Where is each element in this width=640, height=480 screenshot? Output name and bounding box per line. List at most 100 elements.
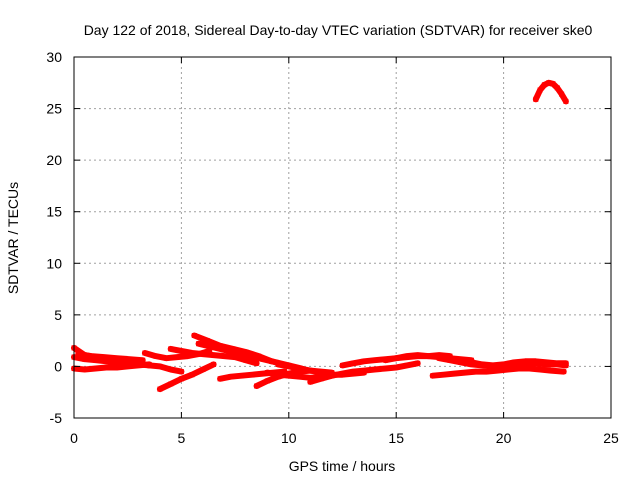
- data-point: [174, 354, 180, 360]
- data-point: [243, 357, 249, 363]
- data-point: [383, 357, 388, 363]
- data-point: [196, 341, 202, 347]
- data-point: [458, 356, 464, 362]
- data-point: [75, 351, 81, 357]
- data-point: [275, 361, 281, 367]
- data-point: [458, 359, 464, 365]
- data-point: [247, 353, 253, 359]
- data-point: [142, 350, 148, 356]
- data-point: [563, 98, 569, 104]
- data-point: [260, 356, 266, 362]
- data-point: [254, 383, 260, 389]
- data-point: [103, 358, 109, 364]
- data-point: [82, 367, 88, 372]
- data-point: [211, 361, 217, 367]
- data-point: [350, 369, 356, 375]
- data-point: [254, 360, 260, 366]
- y-tick-label: 20: [46, 152, 62, 168]
- data-point: [163, 355, 169, 361]
- data-point: [361, 358, 367, 364]
- x-tick-label: 10: [281, 430, 297, 446]
- data-point: [191, 333, 197, 338]
- data-point: [82, 356, 88, 362]
- data-point: [88, 353, 94, 359]
- data-point: [561, 369, 567, 375]
- data-point: [307, 375, 313, 381]
- data-point: [546, 80, 552, 86]
- y-tick-label: 30: [46, 49, 62, 65]
- series-layer: [71, 79, 569, 393]
- data-point: [103, 365, 109, 370]
- data-point: [153, 353, 159, 359]
- data-point: [114, 365, 120, 370]
- data-point: [526, 366, 532, 371]
- y-tick-label: 10: [46, 255, 62, 271]
- data-point: [93, 357, 98, 363]
- x-tick-label: 15: [388, 430, 404, 446]
- x-tick-label: 0: [70, 430, 78, 446]
- data-point: [415, 352, 421, 358]
- data-point: [447, 357, 453, 363]
- data-point: [404, 362, 410, 368]
- data-point: [185, 353, 191, 359]
- data-point: [157, 363, 163, 369]
- data-point: [501, 361, 507, 367]
- data-point: [404, 353, 410, 359]
- data-point: [516, 366, 522, 371]
- data-point: [541, 82, 547, 88]
- data-point: [209, 344, 214, 350]
- data-point: [430, 373, 436, 379]
- data-point: [206, 348, 212, 354]
- data-point: [178, 348, 184, 354]
- data-point: [249, 372, 255, 378]
- data-point: [135, 362, 141, 368]
- data-point: [511, 359, 517, 365]
- data-point: [537, 367, 543, 372]
- ticks: 0 5 10 15 20 25 -5 0 5 10 15 20 25 30: [46, 49, 619, 446]
- data-point: [361, 368, 367, 374]
- data-point: [350, 360, 356, 366]
- data-point: [563, 360, 569, 366]
- data-point: [425, 353, 431, 359]
- data-point: [260, 371, 266, 377]
- data-point: [282, 369, 287, 375]
- data-point: [436, 355, 442, 361]
- data-point: [168, 381, 174, 387]
- data-point: [217, 376, 223, 382]
- data-point: [318, 376, 324, 382]
- data-point: [494, 368, 500, 374]
- data-point: [554, 360, 560, 366]
- data-point: [239, 373, 244, 379]
- data-point: [307, 368, 313, 374]
- x-tick-label: 5: [178, 430, 186, 446]
- data-point: [533, 358, 539, 364]
- data-point: [286, 363, 292, 369]
- data-point: [415, 360, 421, 366]
- data-point: [228, 374, 234, 380]
- data-point: [157, 386, 163, 392]
- data-point: [189, 372, 195, 378]
- data-point: [140, 357, 146, 363]
- data-point: [441, 372, 446, 378]
- data-point: [451, 371, 457, 377]
- data-point: [232, 354, 238, 360]
- data-point: [221, 353, 227, 359]
- chart-title: Day 122 of 2018, Sidereal Day-to-day VTE…: [84, 22, 593, 38]
- data-point: [264, 370, 270, 376]
- data-point: [168, 346, 174, 352]
- data-point: [204, 338, 210, 344]
- data-point: [468, 359, 474, 365]
- data-point: [221, 347, 227, 353]
- data-point: [548, 368, 554, 374]
- y-tick-label: 25: [46, 101, 62, 117]
- data-point: [473, 369, 479, 375]
- data-point: [125, 363, 131, 369]
- data-point: [93, 366, 98, 371]
- data-point: [329, 373, 335, 379]
- data-point: [211, 352, 217, 358]
- data-point: [297, 374, 302, 380]
- data-point: [533, 96, 539, 102]
- series-line: [468, 358, 569, 369]
- data-point: [189, 350, 195, 356]
- data-point: [146, 361, 152, 367]
